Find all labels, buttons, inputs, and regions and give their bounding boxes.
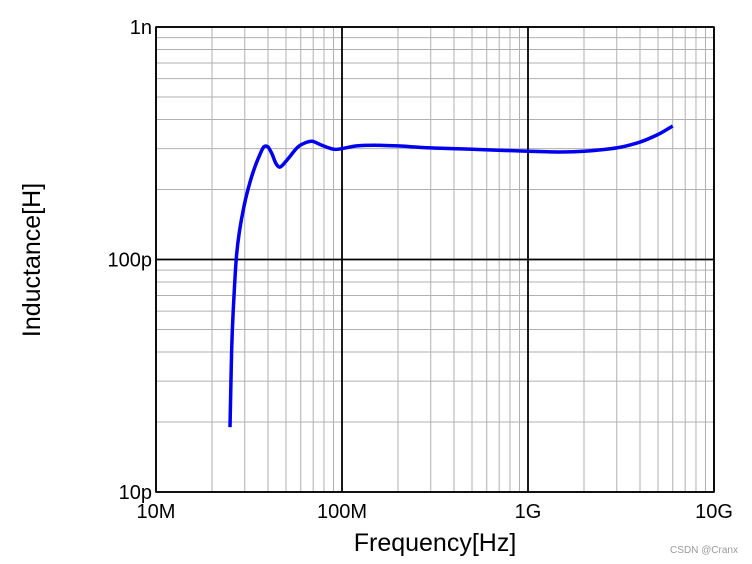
series-line [228, 124, 674, 428]
x-tick-label: 1G [515, 501, 542, 523]
x-tick-label: 10G [695, 501, 733, 523]
x-tick-label: 10M [137, 501, 176, 523]
y-tick-label: 10p [119, 482, 152, 504]
grid [155, 26, 715, 493]
x-tick-labels: 10M 100M 1G 10G [137, 501, 733, 523]
plot-frame [155, 26, 715, 493]
y-axis-label: Inductance[H] [18, 183, 46, 337]
y-tick-label: 1n [130, 17, 152, 39]
watermark: CSDN @Cranx [670, 545, 738, 556]
x-axis-label: Frequency[Hz] [354, 529, 517, 557]
y-tick-labels: 1n 100p 10p [108, 17, 153, 504]
y-tick-label: 100p [108, 250, 153, 272]
x-tick-label: 100M [317, 501, 367, 523]
